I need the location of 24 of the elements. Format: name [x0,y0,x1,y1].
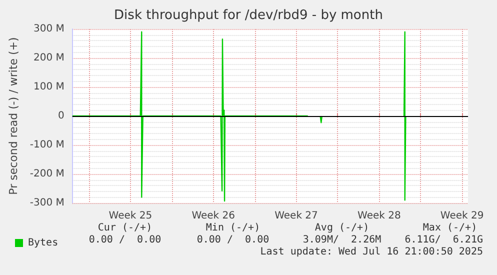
text: Avg (-/+) [314,222,370,234]
text: Last update: Wed Jul 16 21:00:50 2025 [260,246,483,258]
x-tick-label: Week 27 [274,210,318,222]
y-tick-label: 100 M [33,82,64,92]
x-tick-label: Week 26 [192,210,236,222]
y-tick-label: -300 M [30,198,64,208]
y-tick-label: -100 M [30,140,64,150]
text: 0.00 / 0.00 [196,234,270,246]
text: 0.00 / 0.00 [88,234,162,246]
x-tick-label: Week 25 [108,210,152,222]
text: Min (-/+) [206,222,260,234]
x-tick-label: Week 29 [440,210,484,222]
text: 3.09M/ 2.26M [302,234,382,246]
y-tick-label: -200 M [30,168,64,180]
y-tick-label: 300 M [33,24,64,34]
y-tick-label: 200 M [33,52,64,64]
x-tick-label: Week 28 [358,210,401,222]
y-tick-label: 0 [58,110,64,122]
text: Max (-/+) [422,222,478,234]
text: 6.11G/ 6.21G [404,234,483,246]
chart-title: Disk throughput for /dev/rbd9 - by month [114,8,383,23]
y-axis-title: Pr second read (-) / write (+) [7,37,20,195]
legend-label: Bytes [28,238,58,248]
text: Cur (-/+) [98,222,152,234]
